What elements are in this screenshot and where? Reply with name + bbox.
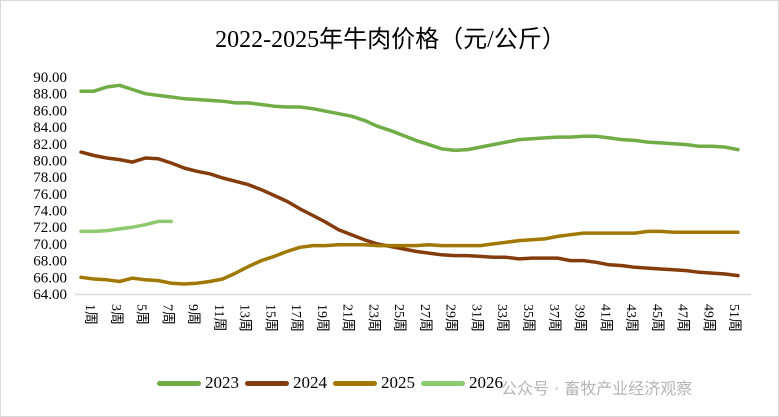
x-tick-label: 27周 (417, 304, 432, 332)
y-tick-label: 82.00 (33, 137, 67, 153)
legend-item-2026: 2026 (421, 373, 503, 393)
y-tick-label: 74.00 (33, 204, 67, 220)
x-tick-label: 5周 (134, 304, 149, 325)
legend-label: 2026 (469, 373, 503, 392)
x-tick-label: 11周 (211, 304, 226, 331)
y-tick-label: 90.00 (33, 70, 67, 86)
y-tick-label: 66.00 (33, 270, 67, 286)
legend-swatch (245, 380, 289, 386)
y-tick-label: 68.00 (33, 254, 67, 270)
x-tick-label: 3周 (108, 304, 123, 325)
x-tick-label: 13周 (237, 304, 252, 332)
x-tick-label: 37周 (546, 304, 561, 332)
y-tick-label: 88.00 (33, 87, 67, 103)
x-tick-label: 33周 (494, 304, 509, 332)
y-tick-label: 76.00 (33, 187, 67, 203)
x-tick-label: 39周 (572, 304, 587, 332)
y-tick-label: 64.00 (33, 287, 67, 303)
y-tick-label: 72.00 (33, 220, 67, 236)
legend-item-2024: 2024 (245, 373, 327, 393)
x-tick-label: 7周 (159, 304, 174, 325)
y-tick-label: 84.00 (33, 120, 67, 136)
x-tick-label: 43周 (623, 304, 638, 332)
x-tick-label: 45周 (649, 304, 664, 332)
y-tick-label: 80.00 (33, 153, 67, 169)
x-tick-label: 23周 (365, 304, 380, 332)
x-tick-label: 49周 (700, 304, 715, 332)
series-line-2026 (79, 219, 173, 234)
x-tick-label: 47周 (675, 304, 690, 332)
x-tick-label: 15周 (262, 304, 277, 332)
x-tick-label: 17周 (288, 304, 303, 332)
x-tick-label: 9周 (185, 304, 200, 325)
y-tick-label: 78.00 (33, 170, 67, 186)
x-tick-label: 41周 (597, 304, 612, 332)
x-tick-label: 1周 (82, 304, 97, 325)
legend: 2023 2024 2025 2026 (157, 373, 509, 393)
x-tick-label: 29周 (443, 304, 458, 332)
legend-swatch (333, 380, 377, 386)
series-line-2023 (79, 83, 740, 153)
x-tick-label: 35周 (520, 304, 535, 332)
x-tick-label: 25周 (391, 304, 406, 332)
chart-title: 2022-2025年牛肉价格（元/公斤） (215, 27, 566, 53)
x-tick-label: 21周 (340, 304, 355, 332)
legend-label: 2025 (381, 373, 415, 392)
y-tick-label: 86.00 (33, 103, 67, 119)
legend-item-2025: 2025 (333, 373, 415, 393)
legend-label: 2024 (293, 373, 327, 392)
watermark: 公众号 · 畜牧产业经济观察 (501, 379, 693, 398)
legend-swatch (421, 380, 465, 386)
x-tick-label: 31周 (468, 304, 483, 332)
legend-label: 2023 (205, 373, 239, 392)
legend-item-2023: 2023 (157, 373, 239, 393)
x-tick-label: 51周 (726, 304, 741, 332)
x-tick-label: 19周 (314, 304, 329, 332)
legend-swatch (157, 380, 201, 386)
y-tick-label: 70.00 (33, 237, 67, 253)
series-line-2025 (79, 229, 740, 286)
series-line-2024 (79, 150, 740, 278)
